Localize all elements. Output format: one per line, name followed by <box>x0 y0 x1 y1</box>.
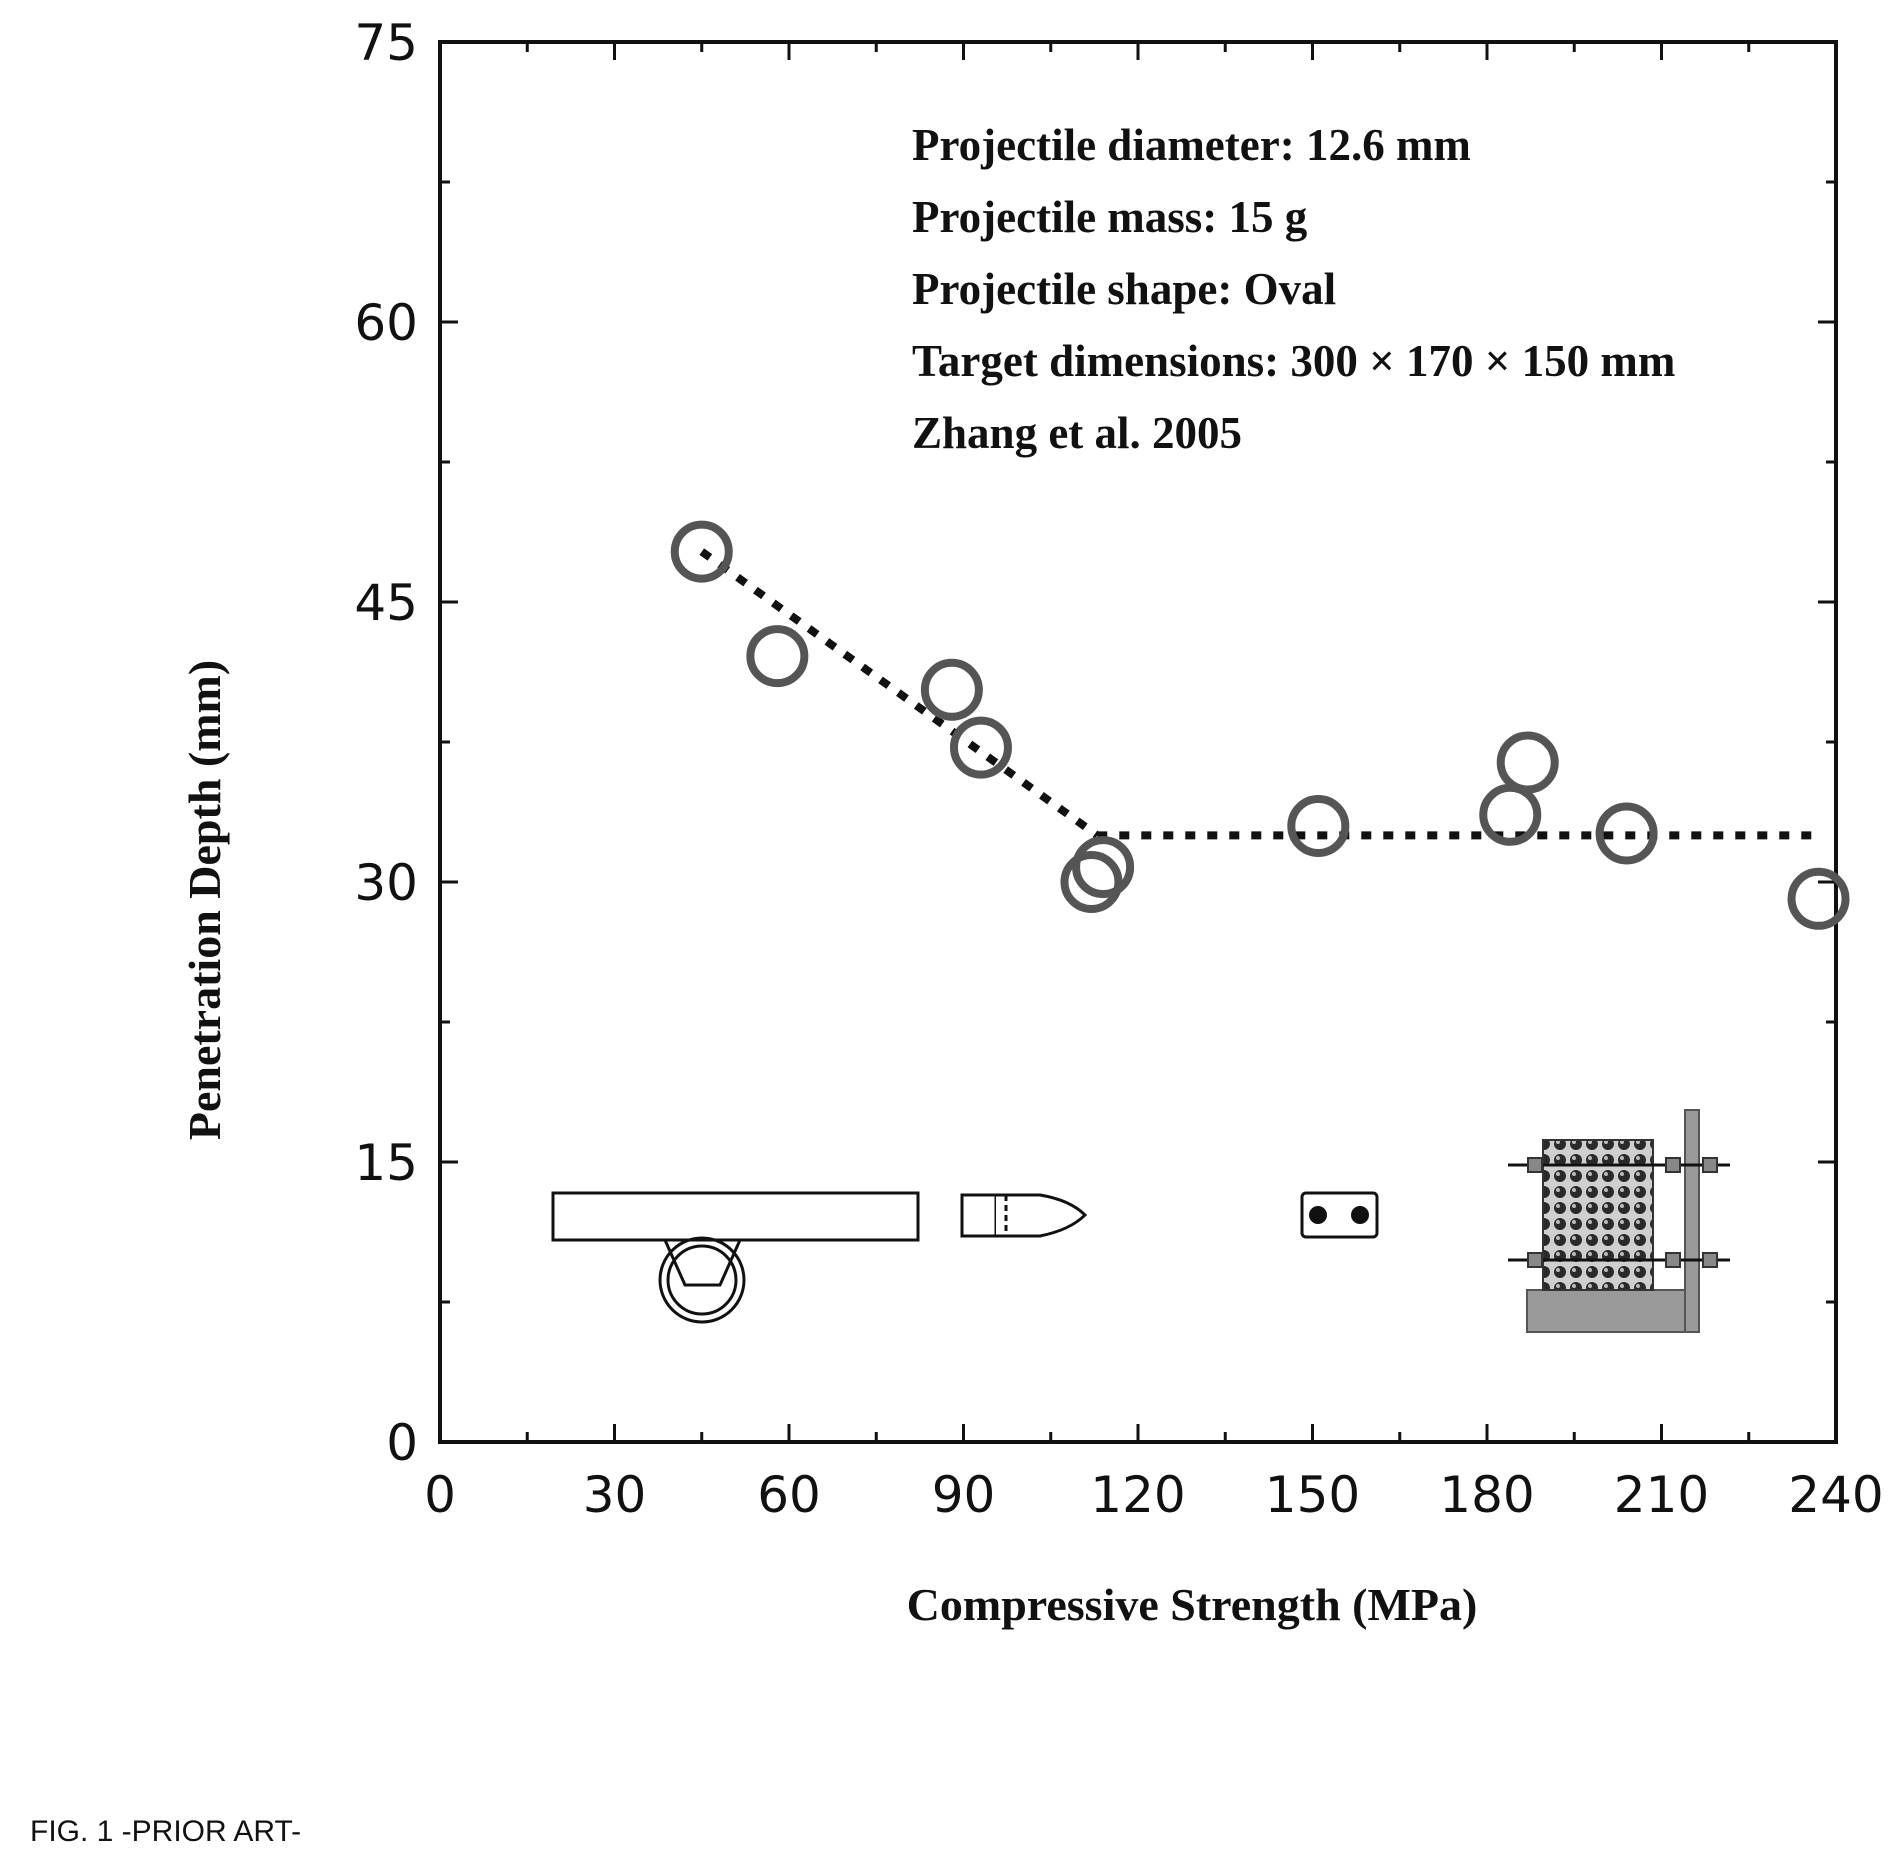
x-tick-label: 0 <box>424 1466 456 1524</box>
test-gun-apparatus-icon <box>551 1191 920 1324</box>
x-axis-title: Compressive Strength (MPa) <box>907 1579 1478 1630</box>
x-tick-labels: 0 30 60 90 120 150 180 210 240 <box>424 1466 1884 1524</box>
y-tick-label: 75 <box>354 14 418 72</box>
x-tick-label: 30 <box>583 1466 647 1524</box>
x-tick-label: 210 <box>1614 1466 1709 1524</box>
axis-ticks <box>438 40 1838 1444</box>
annotation-line: Zhang et al. 2005 <box>912 408 1242 458</box>
x-tick-label: 150 <box>1265 1466 1360 1524</box>
data-point <box>1072 836 1135 899</box>
trend-line <box>699 548 1100 839</box>
y-tick-label: 45 <box>354 574 418 632</box>
y-axis-title: Penetration Depth (mm) <box>179 660 230 1140</box>
figure-caption: FIG. 1 -PRIOR ART- <box>30 1815 302 1848</box>
annotation-block: Projectile diameter: 12.6 mm Projectile … <box>912 120 1675 458</box>
y-tick-label: 15 <box>354 1134 418 1192</box>
annotation-line: Projectile shape: Oval <box>912 264 1336 314</box>
data-point <box>1787 867 1850 930</box>
x-tick-label: 90 <box>932 1466 996 1524</box>
data-point <box>670 520 733 583</box>
data-point <box>746 625 809 688</box>
data-points <box>670 520 1850 930</box>
x-tick-label: 60 <box>757 1466 821 1524</box>
data-point <box>1595 802 1658 865</box>
annotation-line: Projectile mass: 15 g <box>912 192 1308 242</box>
y-tick-label: 60 <box>354 294 418 352</box>
x-tick-label: 120 <box>1090 1466 1185 1524</box>
x-tick-label: 180 <box>1439 1466 1534 1524</box>
data-point <box>1287 795 1350 857</box>
data-point <box>920 658 983 721</box>
x-tick-label: 240 <box>1788 1466 1883 1524</box>
projectile-icon <box>960 1193 1088 1238</box>
data-point <box>949 716 1012 779</box>
y-tick-label: 0 <box>386 1414 418 1472</box>
target-fixture-icon <box>1508 1109 1730 1333</box>
annotation-line: Target dimensions: 300 × 170 × 150 mm <box>912 336 1675 386</box>
y-tick-label: 30 <box>354 854 418 912</box>
target-icon <box>1300 1191 1379 1239</box>
data-point <box>1479 783 1542 846</box>
trend-lines <box>699 548 1819 840</box>
annotation-line: Projectile diameter: 12.6 mm <box>912 120 1471 170</box>
y-tick-labels: 0 15 30 45 60 75 <box>354 14 418 1472</box>
data-point <box>1060 851 1123 913</box>
data-point <box>1496 731 1559 794</box>
